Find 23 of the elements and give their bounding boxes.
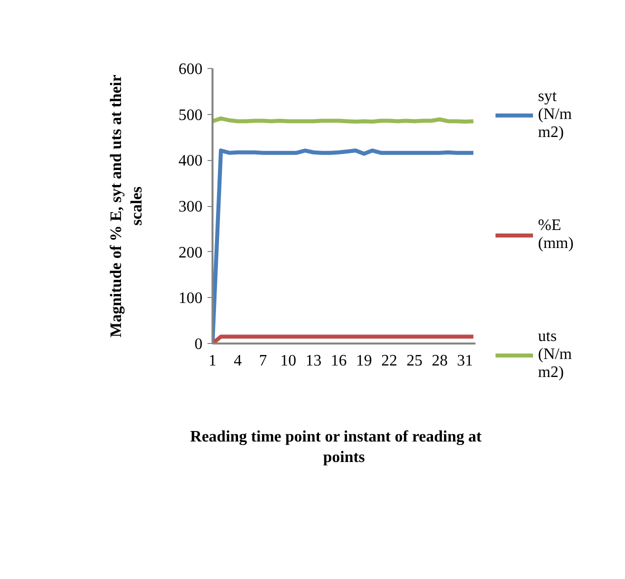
y-tick-label: 300: [178, 198, 202, 216]
x-tick-label: 31: [456, 352, 473, 370]
legend-label: %E (mm): [538, 217, 574, 253]
legend-label: uts (N/mm2): [538, 328, 572, 382]
y-tick-label: 200: [178, 244, 202, 262]
y-axis-title: Magnitude of % E, syt and uts at their scales: [108, 74, 146, 338]
y-tick-label: 100: [178, 290, 202, 308]
y-tick-label: 0: [194, 336, 202, 353]
y-tick-label: 600: [178, 61, 202, 78]
x-tick-label: 16: [330, 352, 347, 370]
x-tick-label: 19: [356, 352, 372, 370]
x-axis-title: Reading time point or instant of reading at points: [190, 428, 482, 466]
legend-label: syt (N/mm2): [538, 88, 572, 142]
x-tick-label: 4: [234, 352, 242, 370]
x-tick-label: 22: [381, 352, 398, 370]
x-tick-label: 10: [280, 352, 296, 370]
x-tick-label: 25: [406, 352, 422, 370]
y-tick-label: 400: [178, 152, 202, 170]
x-tick-label: 28: [432, 352, 448, 370]
x-tick-label: 13: [305, 352, 322, 370]
x-tick-label: 7: [258, 352, 267, 370]
x-tick-label: 1: [208, 352, 216, 370]
y-tick-label: 500: [178, 106, 202, 124]
